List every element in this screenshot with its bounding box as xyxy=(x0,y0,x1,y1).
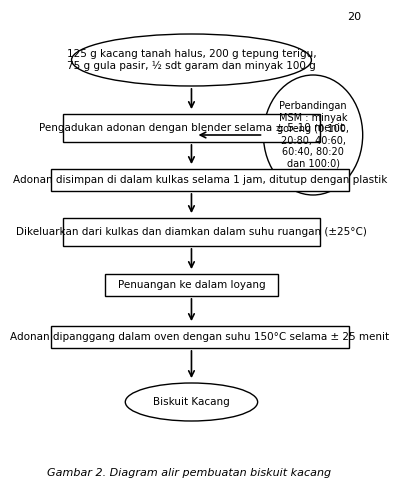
Text: 125 g kacang tanah halus, 200 g tepung terigu,
75 g gula pasir, ½ sdt garam dan : 125 g kacang tanah halus, 200 g tepung t… xyxy=(67,49,316,71)
Ellipse shape xyxy=(125,383,258,421)
Text: Dikeluarkan dari kulkas dan diamkan dalam suhu ruangan (±25°C): Dikeluarkan dari kulkas dan diamkan dala… xyxy=(16,227,367,237)
FancyBboxPatch shape xyxy=(51,169,349,191)
Text: 20: 20 xyxy=(347,12,361,22)
Text: Pengadukan adonan dengan blender selama ± 5-10 menit: Pengadukan adonan dengan blender selama … xyxy=(39,123,344,133)
Text: Adonan dipanggang dalam oven dengan suhu 150°C selama ± 25 menit: Adonan dipanggang dalam oven dengan suhu… xyxy=(10,332,389,342)
Text: Biskuit Kacang: Biskuit Kacang xyxy=(153,397,230,407)
Text: Adonan disimpan di dalam kulkas selama 1 jam, ditutup dengan plastik: Adonan disimpan di dalam kulkas selama 1… xyxy=(12,175,387,185)
FancyBboxPatch shape xyxy=(105,274,278,296)
Text: Perbandingan
MSM : minyak
goreng (0:100,
20:80, 40:60,
60:40, 80:20
dan 100:0): Perbandingan MSM : minyak goreng (0:100,… xyxy=(277,101,349,169)
FancyBboxPatch shape xyxy=(63,218,320,246)
Circle shape xyxy=(264,75,363,195)
Text: Gambar 2. Diagram alir pembuatan biskuit kacang: Gambar 2. Diagram alir pembuatan biskuit… xyxy=(47,468,331,478)
Ellipse shape xyxy=(72,34,312,86)
FancyBboxPatch shape xyxy=(63,114,320,142)
Text: Penuangan ke dalam loyang: Penuangan ke dalam loyang xyxy=(118,280,265,290)
FancyBboxPatch shape xyxy=(51,326,349,348)
